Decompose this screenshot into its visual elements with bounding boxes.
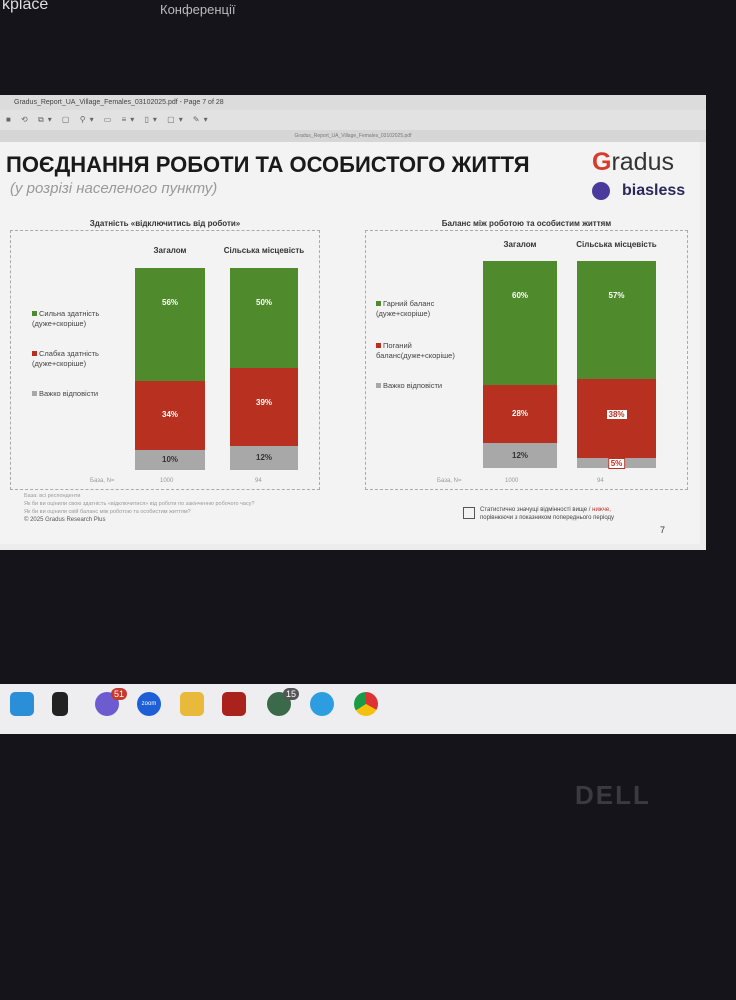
legend-item: Гарний баланс (дуже+скоріше) <box>376 299 471 319</box>
legend-label: Важко відповісти <box>383 381 443 390</box>
viber-badge: 51 <box>110 688 127 700</box>
note: База: всі респонденти <box>24 493 81 499</box>
data-label: 12% <box>511 450 529 460</box>
pdf-viewer-window: Gradus_Report_UA_Village_Females_0310202… <box>0 95 706 550</box>
chart-title: Баланс між роботою та особистим життям <box>441 219 612 228</box>
page-number: 7 <box>660 525 666 535</box>
chart-title: Здатність «відключитись від роботи» <box>89 219 241 228</box>
legend-swatch <box>376 343 381 348</box>
biasless-logo: biasless <box>592 182 685 200</box>
legend-swatch <box>376 301 381 306</box>
chrome-icon[interactable] <box>354 692 378 716</box>
base-label: База, N= <box>437 478 462 484</box>
app-icon[interactable] <box>52 692 68 716</box>
bar-segment: 56% <box>135 268 205 382</box>
toolbar[interactable]: ■ ⟲ ⧉▾ ▢ ⚲▾ ▭ ≡▾ ▯▾ ▢▾ ✎▾ <box>0 110 706 130</box>
data-label: 50% <box>255 298 273 307</box>
bar-segment: 10% <box>135 449 205 470</box>
bar-segment: 57% <box>577 261 656 379</box>
bar-segment: 39% <box>230 368 298 446</box>
data-label: 34% <box>161 410 179 420</box>
legend-label: Сильна здатність (дуже+скоріше) <box>32 309 100 328</box>
stacked-bar: 56% 34% 10% <box>135 268 205 470</box>
copyright: © 2025 Gradus Research Plus <box>24 517 106 523</box>
legend-label: Важко відповісти <box>39 389 99 398</box>
biasless-icon <box>592 182 610 200</box>
bar-segment: 12% <box>230 446 298 470</box>
page-subtitle: (у розрізі населеного пункту) <box>10 180 218 197</box>
stacked-bar: 50% 39% 12% <box>230 268 298 470</box>
sig-text-red: нижче, <box>592 507 611 513</box>
category-label: Загалом <box>153 246 187 255</box>
data-label: 38% <box>605 408 628 420</box>
data-label: 39% <box>255 398 273 407</box>
category-label: Загалом <box>503 240 537 249</box>
sig-text: Статистично значущі відмінності вище / <box>480 507 591 513</box>
notes: База: всі респонденти Як би ви оцінили с… <box>24 492 255 516</box>
category-label: Сільська місцевість <box>223 246 305 255</box>
gradus-logo: Gradus <box>592 148 674 176</box>
base-value: 94 <box>255 478 262 484</box>
legend-swatch <box>376 383 381 388</box>
legend-swatch <box>32 391 37 396</box>
legend-label: Слабка здатність (дуже+скоріше) <box>32 349 99 368</box>
data-label: 56% <box>161 298 179 307</box>
taskbar: 51 zoom 15 <box>0 684 736 734</box>
legend-label: Гарний баланс (дуже+скоріше) <box>376 299 435 318</box>
page-title: ПОЄДНАННЯ РОБОТИ ТА ОСОБИСТОГО ЖИТТЯ <box>6 152 530 177</box>
data-label: 5% <box>607 457 626 469</box>
base-value: 94 <box>597 478 604 484</box>
category-label: Сільська місцевість <box>576 240 657 249</box>
stacked-bar: 57% 38% 5% <box>577 261 656 469</box>
data-label: 12% <box>255 453 273 462</box>
bar-segment: 60% <box>483 261 557 386</box>
whatsapp-icon[interactable]: 15 <box>267 688 299 716</box>
data-label: 57% <box>608 291 625 300</box>
chart-frame <box>365 230 688 490</box>
stacked-bar: 60% 28% 12% <box>483 261 557 468</box>
bar-segment: 5% <box>577 457 656 469</box>
telegram-icon[interactable] <box>310 692 334 716</box>
legend-item: Сильна здатність (дуже+скоріше) <box>32 309 127 329</box>
file-explorer-icon[interactable] <box>180 692 204 716</box>
bar-segment: 12% <box>483 443 557 468</box>
significance-legend: Статистично значущі відмінності вище / н… <box>480 506 614 522</box>
legend-item: Важко відповісти <box>376 381 471 391</box>
document-tab[interactable]: Gradus_Report_UA_Village_Females_0310202… <box>0 130 706 142</box>
zoom-icon[interactable]: zoom <box>137 692 161 716</box>
data-label: 10% <box>161 454 179 464</box>
legend-item: Важко відповісти <box>32 389 127 399</box>
slide: ПОЄДНАННЯ РОБОТИ ТА ОСОБИСТОГО ЖИТТЯ (у … <box>0 142 700 544</box>
legend-label: Поганий баланс(дуже+скоріше) <box>376 341 455 360</box>
legend-item: Поганий баланс(дуже+скоріше) <box>376 341 471 361</box>
whatsapp-badge: 15 <box>282 688 299 700</box>
base-value: 1000 <box>160 478 174 484</box>
note: Як би ви оцінили свій баланс між роботою… <box>24 509 191 515</box>
note: Як би ви оцінили свою здатність «відключ… <box>24 501 255 507</box>
data-label: 60% <box>511 291 529 300</box>
significance-icon <box>463 507 475 519</box>
app-label: kplace <box>2 0 49 13</box>
legend-item: Слабка здатність (дуже+скоріше) <box>32 349 127 369</box>
app-label-2: Конференції <box>160 2 236 17</box>
window-title: Gradus_Report_UA_Village_Females_0310202… <box>0 95 706 110</box>
base-label: База, N= <box>90 478 115 484</box>
chart-frame <box>10 230 320 490</box>
base-value: 1000 <box>505 478 519 484</box>
acrobat-icon[interactable] <box>222 692 246 716</box>
bar-segment: 34% <box>135 381 205 450</box>
sig-text-2: порівнюючи з показником попереднього пер… <box>480 515 615 521</box>
legend-swatch <box>32 351 37 356</box>
background-app-bar: kplace Конференції <box>0 0 736 22</box>
bar-segment: 38% <box>577 378 656 458</box>
viber-icon[interactable]: 51 <box>95 688 127 716</box>
data-label: 28% <box>511 409 529 419</box>
bar-segment: 28% <box>483 385 557 444</box>
bar-segment: 50% <box>230 268 298 368</box>
windows-start-icon[interactable] <box>10 692 34 716</box>
dell-logo: DELL <box>575 780 651 810</box>
legend-swatch <box>32 311 37 316</box>
